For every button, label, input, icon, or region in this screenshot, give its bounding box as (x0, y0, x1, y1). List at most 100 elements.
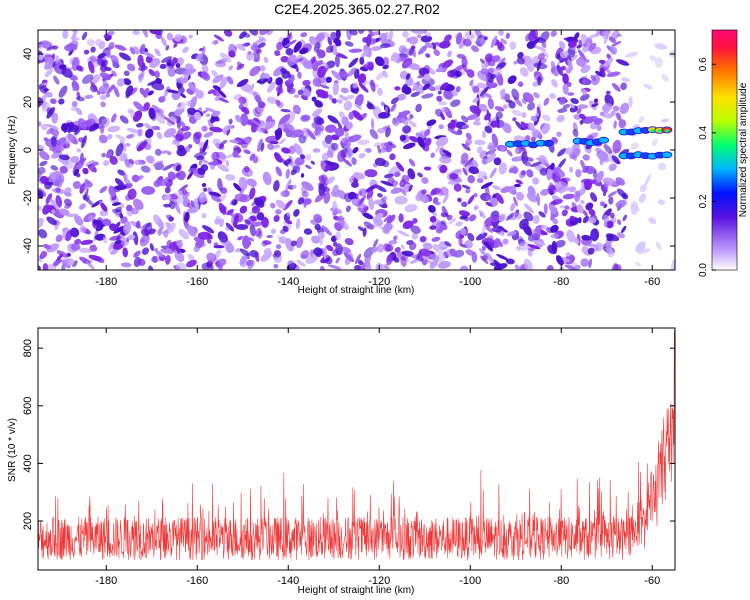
spectrogram-blob (584, 116, 598, 123)
spectrogram-blob (489, 145, 496, 156)
spectrogram-blob (439, 156, 452, 164)
spectrogram-blob (378, 31, 389, 43)
spectrogram-blob (354, 93, 364, 108)
spectrogram-blob (467, 195, 475, 205)
spectrogram-blob (49, 98, 57, 105)
spectrogram-blob (114, 240, 122, 245)
spectrogram-blob (211, 110, 221, 117)
spectrogram-blob (456, 129, 463, 136)
spectrogram-blob (206, 252, 217, 262)
spectrogram-blob (532, 215, 540, 224)
snr-panel: -180 -160 -140 -120 -100 -80 -60 200400600800 … (7, 327, 676, 596)
spectrogram-blob (417, 45, 428, 55)
spectrogram-blob (163, 86, 170, 99)
spectrogram-blob (207, 89, 215, 95)
spectrogram-blob (372, 199, 384, 205)
y-tick-label: 20 (22, 96, 34, 108)
spectrogram-blob (390, 52, 400, 62)
spectrogram-blob (336, 99, 343, 104)
spectrogram-blob (442, 193, 449, 204)
spectrogram-blob (569, 103, 575, 109)
spectrogram-blob (514, 183, 521, 188)
spectrogram-blob (125, 204, 133, 212)
spectrogram-blob (573, 190, 581, 203)
spectrogram-blob (388, 240, 398, 245)
spectrogram-blob (473, 192, 478, 198)
spectrogram-blob (603, 144, 613, 154)
spectrogram-blob (249, 224, 256, 237)
spectrogram-blob (457, 197, 462, 203)
spectrogram-blob (423, 128, 431, 137)
snr-y-ticks: 200 400 600 800 (22, 339, 675, 530)
spectrogram-blob (280, 108, 291, 113)
spectrogram-blob (513, 196, 518, 207)
spectrogram-blob (484, 125, 493, 134)
spectrogram-blob (295, 236, 304, 249)
spectrogram-blob (133, 198, 144, 210)
spectrogram-blob (352, 147, 359, 154)
spectrogram-blob (78, 203, 86, 210)
spectrogram-blob (284, 39, 297, 48)
spectrogram-blob (127, 108, 134, 114)
spectrogram-blob (571, 153, 577, 161)
spectrogram-blob (158, 96, 166, 103)
spectrogram-blob (302, 59, 313, 69)
spectrogram-blob (109, 155, 118, 165)
spectrogram-blob (201, 213, 207, 219)
spectrogram-blob (180, 121, 186, 129)
spectrogram-blob (465, 138, 473, 146)
spectrogram-blob (38, 217, 44, 229)
spectrogram-blob (270, 228, 277, 235)
spectrogram-blob (436, 251, 446, 263)
spectrogram-blob (297, 197, 305, 205)
spectrogram-blob (169, 116, 177, 122)
spectrogram-blob (177, 102, 182, 108)
spectrogram-blob (480, 86, 489, 97)
spectrogram-blob (392, 182, 397, 189)
spectrogram-blob (505, 32, 510, 40)
spectrogram-blob (436, 95, 443, 102)
spectrogram-blob (500, 38, 507, 45)
spectrogram-blob (562, 104, 571, 109)
spectrogram-blob (481, 223, 487, 236)
spectrogram-blob (580, 64, 591, 74)
y-tick-label: 0 (22, 147, 34, 153)
spectrogram-blob (41, 123, 48, 131)
spectrogram-blob (334, 54, 341, 68)
spectrogram-blob (443, 89, 453, 100)
spectrogram-blob (238, 176, 248, 190)
spectrogram-blob (175, 164, 181, 172)
spectrogram-blob (502, 104, 508, 109)
spectrogram-blob (122, 173, 128, 180)
spectrogram-blob (278, 114, 291, 125)
spectrogram-blob (275, 127, 283, 140)
spectrogram-blob (449, 173, 459, 180)
spectrogram-blob (401, 57, 413, 69)
spectrogram-blob (119, 234, 127, 243)
spectrogram-blob (564, 264, 576, 270)
spectrogram-blob (306, 129, 316, 140)
spectrogram-blob (370, 79, 376, 93)
spectrogram-blob (240, 141, 248, 149)
spectrogram-blob (497, 41, 503, 49)
spectrogram-blob (539, 167, 549, 176)
spectrogram-blob (357, 226, 365, 232)
spectrogram-blob (64, 203, 72, 209)
spectrogram-blob (132, 110, 143, 122)
spectrogram-blob (619, 102, 630, 115)
spectrogram-blob (143, 102, 150, 111)
spectrogram-blob (580, 258, 589, 267)
spectrogram-blob (167, 151, 172, 156)
snr-y-label: SNR (10 * v/v) (7, 418, 18, 482)
spectrogram-blob (136, 122, 144, 128)
spectrogram-blob (553, 185, 566, 193)
spectrogram-blob (71, 80, 80, 91)
spectrogram-blob (39, 160, 48, 167)
spectrogram-blob (275, 244, 282, 250)
spectrogram-blob (302, 198, 312, 205)
spectrogram-blob (469, 79, 474, 86)
spectrogram-blob (132, 231, 139, 244)
spectrogram-blob (358, 30, 365, 34)
spectrogram-blob (485, 194, 492, 201)
spectrogram-blob (418, 248, 432, 257)
